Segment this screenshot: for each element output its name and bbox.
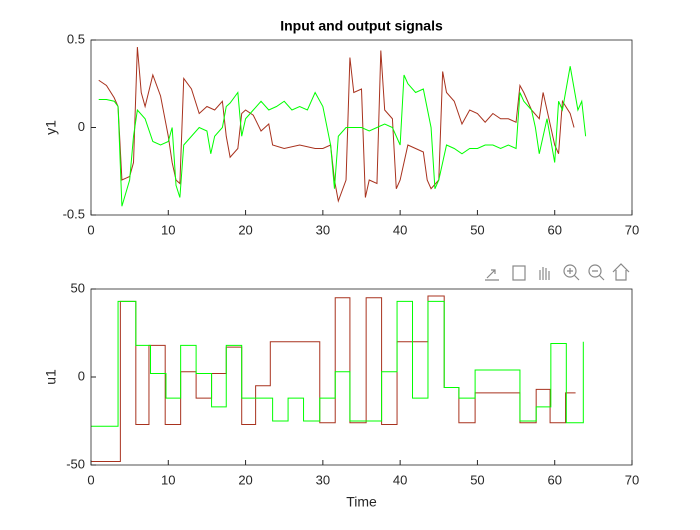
plot-area bbox=[91, 289, 632, 465]
x-tick-label: 60 bbox=[547, 472, 561, 487]
y-tick-label: 0 bbox=[78, 119, 85, 134]
x-tick-label: 40 bbox=[393, 472, 407, 487]
x-tick-label: 30 bbox=[316, 472, 330, 487]
series-line bbox=[91, 300, 584, 427]
series-line bbox=[91, 295, 576, 462]
x-tick-label: 70 bbox=[625, 472, 639, 487]
zoom-out-icon[interactable] bbox=[588, 264, 602, 278]
x-tick-label: 30 bbox=[316, 222, 330, 237]
series-line bbox=[98, 66, 587, 207]
x-tick-label: 10 bbox=[161, 222, 175, 237]
x-tick-label: 20 bbox=[238, 472, 252, 487]
x-axis-label: Time bbox=[346, 494, 377, 510]
y-tick-label: -50 bbox=[66, 456, 85, 471]
pan-icon[interactable] bbox=[539, 267, 550, 280]
home-icon[interactable] bbox=[612, 263, 630, 281]
zoom-in-icon[interactable] bbox=[563, 264, 577, 278]
x-tick-label: 50 bbox=[470, 222, 484, 237]
y-tick-label: 50 bbox=[71, 280, 85, 295]
series-line bbox=[98, 46, 575, 203]
axes-toolbar[interactable] bbox=[485, 263, 630, 281]
y-axis-label: u1 bbox=[43, 369, 59, 385]
datatip-icon[interactable] bbox=[512, 265, 526, 281]
x-tick-label: 0 bbox=[87, 472, 94, 487]
y-tick-label: 0.5 bbox=[67, 31, 85, 46]
y-tick-label: -0.5 bbox=[63, 206, 85, 221]
y-axis-label: y1 bbox=[43, 120, 59, 135]
x-tick-label: 60 bbox=[547, 222, 561, 237]
chart-title: Input and output signals bbox=[280, 18, 443, 34]
x-tick-label: 10 bbox=[161, 472, 175, 487]
x-tick-label: 40 bbox=[393, 222, 407, 237]
x-tick-label: 20 bbox=[238, 222, 252, 237]
y-tick-label: 0 bbox=[78, 368, 85, 383]
export-icon[interactable] bbox=[485, 269, 499, 281]
x-tick-label: 70 bbox=[625, 222, 639, 237]
x-tick-label: 0 bbox=[87, 222, 94, 237]
zoom-out-glyph bbox=[592, 270, 605, 281]
x-tick-label: 50 bbox=[470, 472, 484, 487]
zoom-in-glyph bbox=[567, 268, 580, 281]
